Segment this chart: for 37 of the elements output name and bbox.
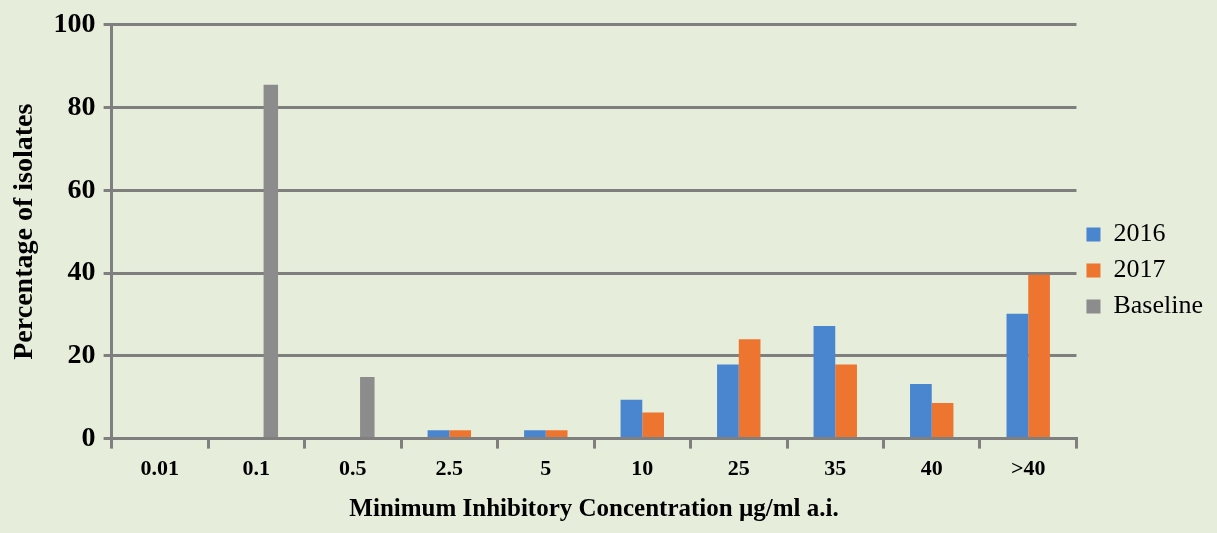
x-tick-label: 35 (824, 455, 847, 481)
x-tick-label: 10 (631, 455, 654, 481)
y-tick-label: 40 (67, 255, 96, 287)
x-axis-title: Minimum Inhibitory Concentration µg/ml a.i. (349, 494, 839, 522)
legend-label: Baseline (1113, 290, 1203, 320)
bar (1028, 274, 1050, 438)
bar (449, 430, 472, 438)
y-tick-label: 60 (67, 172, 96, 204)
legend-label: 2016 (1113, 218, 1166, 248)
bar (360, 376, 375, 438)
bar (835, 364, 857, 438)
bar (813, 326, 836, 438)
x-tick-label: 2.5 (435, 455, 464, 481)
x-tick-label: 0.5 (339, 455, 367, 481)
y-tick-label: 80 (67, 89, 96, 121)
x-tick-label: 5 (540, 455, 552, 481)
bar (263, 84, 279, 438)
y-tick-label: 0 (81, 420, 96, 452)
x-tick-label: 0.1 (242, 455, 271, 481)
bar (427, 430, 450, 438)
bar (717, 364, 739, 438)
legend-label: 2017 (1113, 254, 1166, 284)
bar (910, 383, 932, 438)
bar (545, 430, 568, 438)
bar (642, 412, 664, 438)
x-tick-label: 0.01 (140, 455, 180, 481)
x-tick-label: 40 (920, 455, 943, 481)
bar (1006, 313, 1029, 438)
x-tick-label: >40 (1010, 455, 1046, 481)
y-tick-label: 100 (53, 7, 96, 39)
y-tick-label: 20 (67, 338, 96, 370)
x-tick-label: 25 (727, 455, 750, 481)
bar (738, 339, 761, 438)
bar (620, 399, 643, 438)
bar (524, 430, 546, 438)
y-axis-title: Percentage of isolates (7, 103, 39, 360)
bar (931, 403, 954, 438)
